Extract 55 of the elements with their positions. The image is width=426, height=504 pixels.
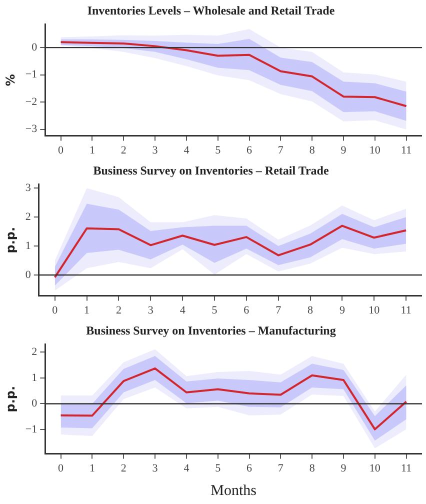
x-tick-label: 2	[116, 304, 122, 316]
y-tick-label: 0	[32, 41, 38, 54]
x-tick-label: 1	[89, 144, 95, 156]
x-tick-label: 10	[368, 304, 380, 316]
x-axis-title: Months	[210, 482, 257, 499]
y-tick-label: 0	[32, 398, 38, 410]
x-tick-label: 0	[58, 144, 64, 156]
y-axis-title: p.p.	[3, 386, 18, 412]
y-axis-title: %	[3, 74, 18, 86]
x-tick-label: 4	[184, 462, 190, 474]
x-tick-label: 5	[212, 304, 218, 316]
x-tick-label: 8	[309, 144, 316, 156]
y-tick-label: −3	[25, 123, 38, 136]
y-tick-label: −1	[25, 423, 38, 436]
chart-title: Business Survey on Inventories – Retail Trade	[93, 163, 330, 178]
x-tick-label: 11	[401, 144, 412, 156]
x-tick-label: 6	[246, 462, 253, 474]
y-tick-label: 1	[32, 372, 38, 384]
x-tick-label: 4	[184, 144, 190, 156]
chart-title: Business Survey on Inventories – Manufacturing	[86, 323, 336, 338]
y-tick-label: −2	[25, 96, 38, 108]
y-axis-title: p.p.	[3, 226, 18, 254]
x-tick-label: 7	[278, 144, 284, 156]
x-tick-label: 5	[215, 462, 222, 474]
y-tick-label: 2	[32, 346, 38, 358]
x-tick-label: 6	[244, 304, 250, 316]
x-tick-label: 9	[340, 144, 347, 156]
x-tick-label: 3	[148, 304, 154, 316]
x-tick-label: 4	[180, 304, 186, 316]
x-tick-label: 11	[400, 304, 412, 316]
x-tick-label: 5	[215, 144, 222, 156]
x-tick-label: 7	[276, 304, 282, 316]
x-tick-label: 1	[84, 304, 90, 316]
x-tick-label: 0	[52, 304, 58, 316]
x-tick-label: 10	[369, 462, 381, 474]
y-tick-label: −1	[25, 68, 38, 81]
x-tick-label: 6	[246, 144, 253, 156]
x-tick-label: 1	[89, 462, 95, 474]
x-tick-label: 8	[309, 462, 316, 474]
x-tick-label: 3	[152, 144, 158, 156]
x-tick-label: 3	[152, 462, 158, 474]
x-tick-label: 9	[340, 462, 347, 474]
x-tick-label: 8	[308, 304, 314, 316]
chart-title: Inventories Levels – Wholesale and Retail Trade	[87, 3, 336, 18]
x-tick-label: 9	[339, 304, 346, 316]
x-tick-label: 2	[120, 462, 126, 474]
y-tick-label: 1	[25, 240, 31, 252]
x-tick-label: 10	[369, 144, 381, 156]
y-tick-label: 3	[25, 182, 32, 194]
x-tick-label: 11	[401, 462, 412, 474]
y-tick-label: 2	[25, 210, 31, 223]
x-tick-label: 7	[278, 462, 284, 474]
y-tick-label: 0	[25, 268, 32, 281]
x-tick-label: 0	[58, 462, 64, 474]
x-tick-label: 2	[120, 144, 126, 156]
